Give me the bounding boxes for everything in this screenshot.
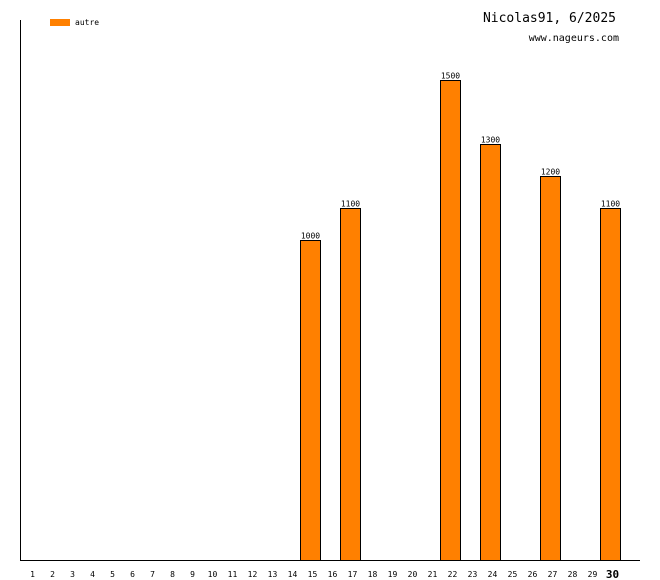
x-tick-label: 9 xyxy=(190,570,195,579)
x-tick-label: 1 xyxy=(30,570,35,579)
x-tick-label: 3 xyxy=(70,570,75,579)
bar-day-27 xyxy=(540,176,561,561)
x-tick-label: 21 xyxy=(428,570,438,579)
x-tick-label: 27 xyxy=(548,570,558,579)
bars xyxy=(300,80,621,561)
x-tick-label: 26 xyxy=(528,570,538,579)
x-tick-label: 14 xyxy=(288,570,298,579)
bar-day-30 xyxy=(600,208,621,561)
x-tick-label: 28 xyxy=(568,570,578,579)
data-label: 1100 xyxy=(341,200,360,209)
x-tick-label: 19 xyxy=(388,570,398,579)
x-tick-label: 6 xyxy=(130,570,135,579)
x-tick-label: 25 xyxy=(508,570,518,579)
x-tick-label: 12 xyxy=(248,570,258,579)
x-tick-label: 8 xyxy=(170,570,175,579)
x-tick-label: 30 xyxy=(606,568,619,580)
data-label: 1500 xyxy=(441,72,460,81)
x-tick-label: 4 xyxy=(90,570,95,579)
bar-day-24 xyxy=(480,144,501,561)
x-tick-labels: 1 2 3 4 5 6 7 8 9 10 11 12 13 14 15 16 17 18 19 20 21 22 23 24 2… xyxy=(30,568,619,580)
data-label: 1300 xyxy=(481,136,500,145)
legend: autre xyxy=(50,18,99,27)
data-label: 1000 xyxy=(301,232,320,241)
x-tick-label: 29 xyxy=(588,570,598,579)
data-labels: 1000 1100 1500 1300 1200 1100 xyxy=(301,72,620,241)
x-tick-label: 20 xyxy=(408,570,418,579)
data-label: 1100 xyxy=(601,200,620,209)
x-tick-label: 10 xyxy=(208,570,218,579)
bar-day-17 xyxy=(340,208,361,561)
x-tick-label: 16 xyxy=(328,570,338,579)
x-tick-label: 24 xyxy=(488,570,498,579)
x-tick-label: 18 xyxy=(368,570,378,579)
x-tick-label: 22 xyxy=(448,570,458,579)
legend-swatch xyxy=(50,19,70,26)
legend-label: autre xyxy=(75,18,99,27)
x-tick-label: 23 xyxy=(468,570,478,579)
x-tick-label: 11 xyxy=(228,570,238,579)
bar-day-15 xyxy=(300,240,321,561)
x-tick-label: 13 xyxy=(268,570,278,579)
x-tick-label: 7 xyxy=(150,570,155,579)
x-tick-label: 15 xyxy=(308,570,318,579)
data-label: 1200 xyxy=(541,168,560,177)
chart-title: Nicolas91, 6/2025 xyxy=(483,11,616,26)
x-tick-label: 5 xyxy=(110,570,115,579)
chart-subtitle: www.nageurs.com xyxy=(529,33,619,44)
x-tick-label: 2 xyxy=(50,570,55,579)
x-tick-label: 17 xyxy=(348,570,358,579)
bar-day-22 xyxy=(440,80,461,561)
